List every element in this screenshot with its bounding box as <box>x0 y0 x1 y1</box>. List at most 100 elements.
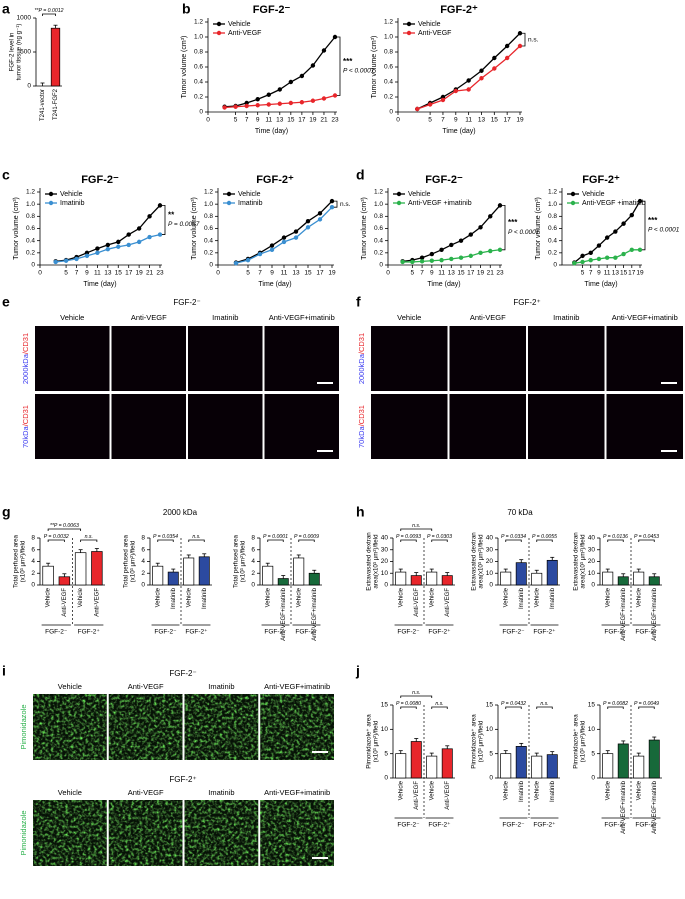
y-tick-label: 40 <box>486 535 494 542</box>
x-tick-label: Anti-VEGF <box>414 781 420 810</box>
y-tick-label: 0.6 <box>548 225 557 232</box>
panel-letter: f <box>356 294 361 310</box>
x-tick-label: 15 <box>620 270 628 277</box>
data-point <box>244 103 249 109</box>
y-tick-label: 1.0 <box>204 201 213 208</box>
group-label: FGF-2⁺ <box>295 629 318 636</box>
legend-label: Anti-VEGF +imatinib <box>408 200 472 207</box>
data-point <box>277 101 282 106</box>
panel-title: FGF-2⁺ <box>169 775 196 784</box>
row-label-dextran: 70kDa <box>21 425 30 448</box>
bar <box>648 739 660 779</box>
y-tick-label: 0.2 <box>548 250 557 257</box>
group-label: FGF-2⁻ <box>264 629 287 636</box>
x-tick-label: 0 <box>38 270 42 277</box>
x-axis-label: Time (day) <box>83 281 116 288</box>
pimonidazole-signal <box>184 800 259 866</box>
x-tick-label: 13 <box>612 270 620 277</box>
x-tick-label: 13 <box>478 117 486 124</box>
bar <box>441 748 453 779</box>
y-axis-label: Extravasated dextran <box>573 532 580 591</box>
data-point <box>277 87 282 92</box>
data-point <box>329 205 335 210</box>
series-line <box>224 36 336 108</box>
data-point <box>269 243 275 248</box>
legend-label: Vehicle <box>228 21 251 28</box>
y-axis-label: Extravasated dextran <box>366 532 373 591</box>
pimonidazole-signal <box>260 800 334 866</box>
y-tick-label: 1.2 <box>26 189 35 196</box>
bar <box>262 565 274 586</box>
data-point <box>440 97 446 103</box>
bar <box>308 572 320 586</box>
annotation: P = 0.0055 <box>532 534 557 540</box>
y-tick-label: 40 <box>381 535 389 542</box>
y-tick-label: 0 <box>31 262 35 269</box>
legend-marker <box>216 30 222 36</box>
significance-bracket <box>642 200 646 251</box>
x-tick-label: Anti-VEGF+imatinib <box>312 587 318 641</box>
y-tick-label: 4 <box>31 558 35 565</box>
bar <box>426 755 438 779</box>
y-tick-label: 6 <box>251 546 255 553</box>
x-tick-label: 19 <box>309 117 317 124</box>
x-tick-label: 13 <box>104 270 112 277</box>
x-tick-label: Imatinib <box>519 587 525 609</box>
chart-title: FGF-2⁻ <box>81 174 119 186</box>
panel-title: FGF-2⁻ <box>173 298 200 307</box>
data-point <box>126 242 131 248</box>
micrograph <box>111 326 186 391</box>
bar <box>395 571 407 586</box>
legend-marker <box>570 200 576 206</box>
data-point <box>74 256 79 262</box>
x-tick-label: 7 <box>245 117 249 124</box>
y-tick-label: 1.2 <box>204 189 213 196</box>
data-point <box>497 203 503 208</box>
data-point <box>629 247 634 252</box>
column-label: Anti-VEGF <box>470 313 506 322</box>
micrograph <box>528 394 605 459</box>
y-tick-label: 1.0 <box>374 201 383 208</box>
x-tick-label: 13 <box>292 270 300 277</box>
y-tick-label: 0.2 <box>204 250 213 257</box>
y-tick-label: 500 <box>20 49 31 56</box>
x-tick-label: 7 <box>589 270 593 277</box>
chart-title: FGF-2⁺ <box>582 174 620 186</box>
legend-label: Vehicle <box>238 191 261 198</box>
legend-marker <box>48 191 54 197</box>
data-point <box>492 55 497 61</box>
x-axis-label: Time (day) <box>442 128 475 135</box>
x-tick-label: 5 <box>411 270 415 277</box>
bar <box>198 556 210 586</box>
pimonidazole-signal <box>260 694 334 760</box>
data-point <box>572 260 577 266</box>
x-tick-label: Vehicle <box>503 780 509 800</box>
annotation: **P = 0.0063 <box>50 523 79 529</box>
column-label: Vehicle <box>60 313 84 322</box>
data-point <box>419 255 425 260</box>
y-tick-label: 0.6 <box>26 225 35 232</box>
bar <box>395 753 407 779</box>
panel-title: FGF-2⁻ <box>169 669 196 678</box>
significance-bracket <box>334 200 338 208</box>
data-point <box>580 259 585 265</box>
series-line <box>402 204 501 262</box>
y-tick-label: 0.8 <box>194 49 203 56</box>
y-tick-label: 0.6 <box>204 225 213 232</box>
significance-bracket <box>431 539 448 542</box>
row-label-stain: /CD31 <box>21 405 30 426</box>
bar <box>515 746 527 779</box>
y-tick-label: 4 <box>141 558 145 565</box>
data-point <box>329 198 335 204</box>
y-tick-label: 20 <box>381 558 389 565</box>
bar <box>546 559 558 586</box>
x-tick-label: Anti-VEGF <box>414 588 420 617</box>
x-tick-label: 5 <box>581 270 585 277</box>
annotation: *** <box>648 216 658 225</box>
micrograph <box>264 326 339 391</box>
data-point <box>317 211 323 216</box>
legend-marker <box>406 30 412 36</box>
data-point <box>613 255 618 260</box>
data-point <box>255 97 260 102</box>
significance-bracket <box>47 528 82 531</box>
